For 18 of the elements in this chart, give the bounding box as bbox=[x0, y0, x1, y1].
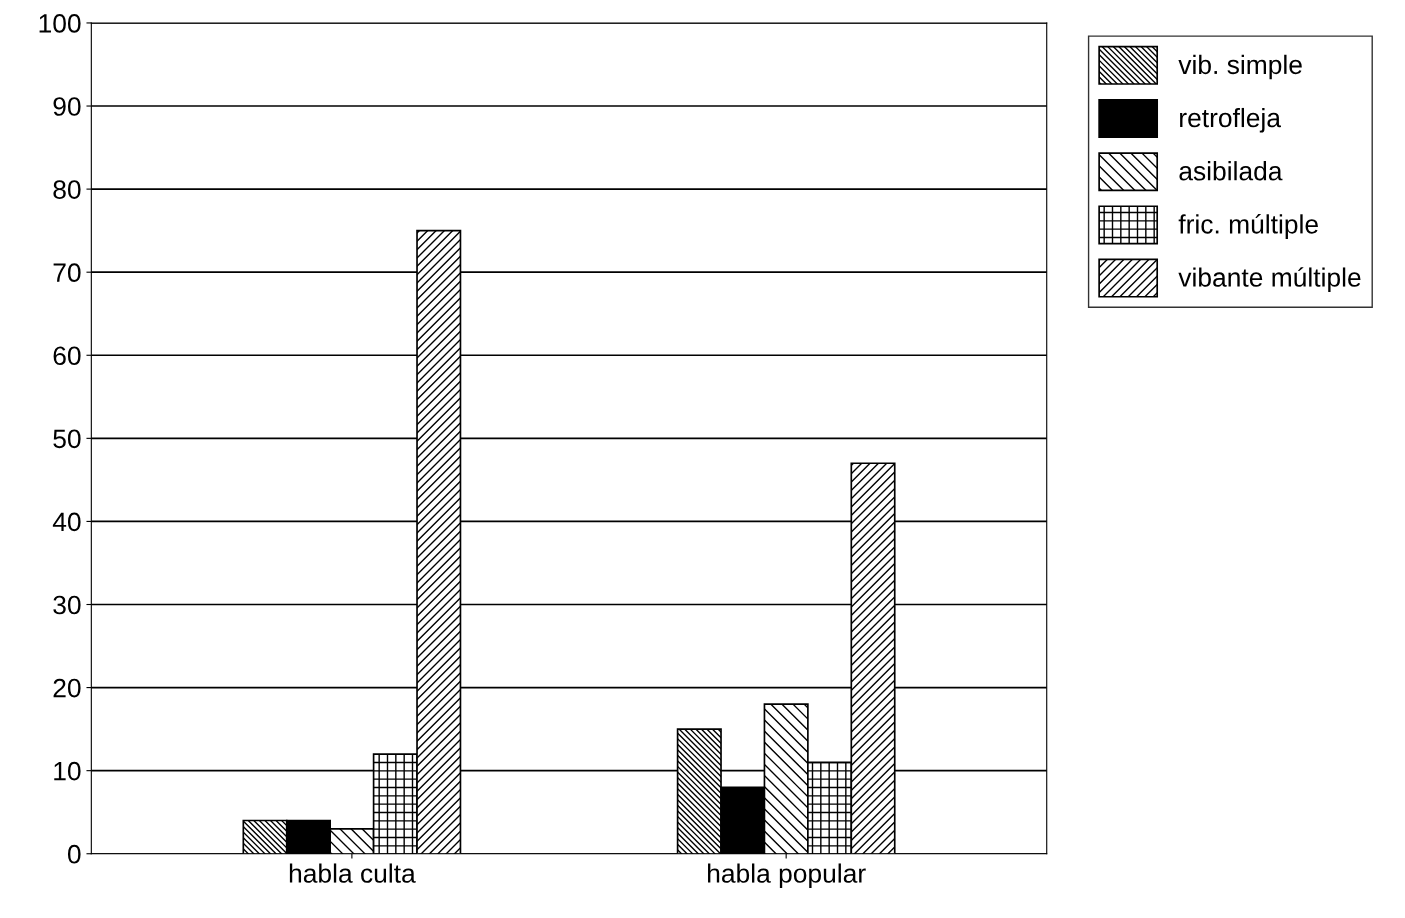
y-tick-label: 50 bbox=[53, 429, 81, 449]
y-tick-label: 70 bbox=[53, 263, 81, 283]
legend-label: fric. múltiple bbox=[1178, 213, 1318, 239]
y-tick-label: 20 bbox=[53, 678, 81, 698]
legend-label: vib. simple bbox=[1178, 54, 1302, 80]
legend-label: retrofleja bbox=[1180, 107, 1281, 133]
legend-label: vibante múltiple bbox=[1178, 267, 1361, 293]
y-tick-label: 100 bbox=[39, 14, 81, 33]
y-tick-label: 30 bbox=[53, 595, 81, 615]
y-tick-label: 0 bbox=[67, 844, 81, 864]
y-tick-label: 40 bbox=[52, 512, 81, 532]
y-tick-label: 90 bbox=[53, 97, 81, 116]
y-tick-label: 60 bbox=[53, 346, 81, 366]
x-tick-label: habla popular bbox=[708, 863, 866, 889]
legend-label: asibilada bbox=[1179, 161, 1283, 181]
x-tick-label: habla culta bbox=[289, 863, 416, 883]
y-tick-label: 10 bbox=[54, 761, 81, 781]
y-tick-label: 80 bbox=[53, 180, 81, 199]
